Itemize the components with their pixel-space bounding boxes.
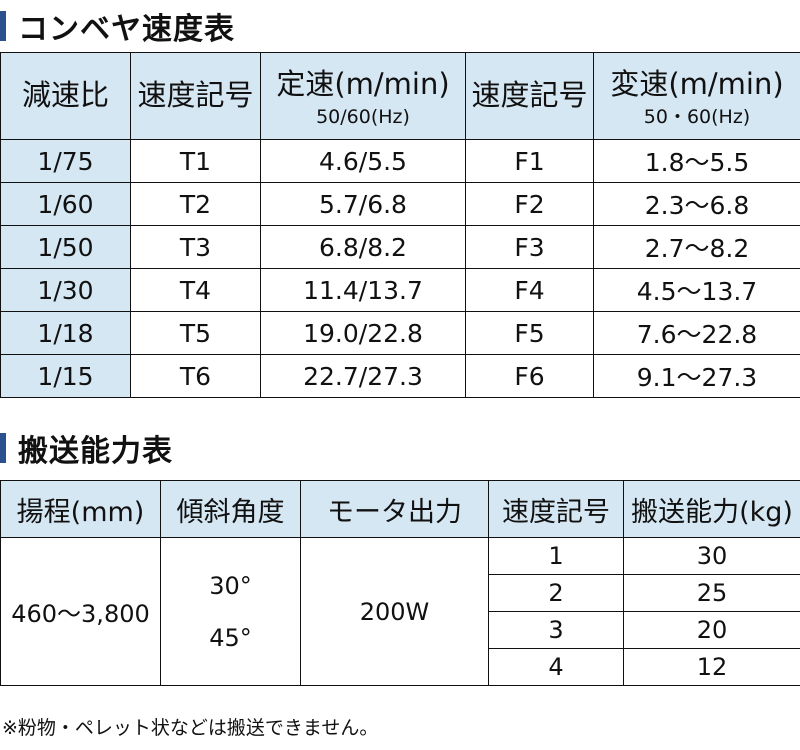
speed-table-title-text: コンベヤ速度表 — [18, 12, 235, 47]
conveying-capacity-table: 揚程(mm) 傾斜角度 モータ出力 速度記号 搬送能力(kg) 460〜3,80… — [0, 480, 800, 686]
title-accent-bar — [0, 433, 6, 463]
header-reduction-ratio: 減速比 — [0, 52, 131, 140]
variable-speed-cell: 1.8〜5.5 — [593, 139, 800, 183]
speed-code-cell: 3 — [488, 611, 624, 649]
speed-code-cell: 4 — [488, 648, 624, 686]
table-row: 1/60 T2 5.7/6.8 F2 2.3〜6.8 — [0, 182, 800, 226]
ratio-cell: 1/30 — [0, 268, 131, 312]
angle-value: 30° — [209, 571, 252, 600]
variable-speed-cell: 4.5〜13.7 — [593, 268, 800, 312]
variable-code-cell: F4 — [465, 268, 594, 312]
variable-code-cell: F6 — [465, 354, 594, 398]
table-row: 4 12 — [1, 648, 800, 686]
header-fixed-speed-hz: 50/60(Hz) — [316, 105, 410, 128]
variable-code-cell: F3 — [465, 225, 594, 269]
speed-code-cell: 2 — [488, 574, 624, 612]
fixed-code-cell: T2 — [130, 182, 261, 226]
angle-value: 45° — [209, 623, 252, 652]
header-incline-angle: 傾斜角度 — [160, 480, 301, 538]
variable-speed-cell: 9.1〜27.3 — [593, 354, 800, 398]
capacity-cell: 30 — [623, 537, 800, 575]
ratio-cell: 1/60 — [0, 182, 131, 226]
title-accent-bar — [0, 11, 6, 41]
capacity-cell: 12 — [623, 648, 800, 686]
capacity-table-title-text: 搬送能力表 — [18, 434, 173, 469]
table-row: 1/15 T6 22.7/27.3 F6 9.1〜27.3 — [0, 354, 800, 398]
fixed-speed-cell: 22.7/27.3 — [260, 354, 466, 398]
fixed-speed-cell: 19.0/22.8 — [260, 311, 466, 355]
variable-code-cell: F2 — [465, 182, 594, 226]
ratio-cell: 1/50 — [0, 225, 131, 269]
variable-code-cell: F1 — [465, 139, 594, 183]
header-variable-speed-code: 速度記号 — [465, 52, 594, 140]
variable-speed-cell: 2.3〜6.8 — [593, 182, 800, 226]
fixed-speed-cell: 11.4/13.7 — [260, 268, 466, 312]
table-row: 1/50 T3 6.8/8.2 F3 2.7〜8.2 — [0, 225, 800, 269]
header-fixed-speed-label: 定速(m/min) — [276, 66, 450, 101]
header-motor-output: モータ出力 — [300, 480, 489, 538]
capacity-cell: 25 — [623, 574, 800, 612]
fixed-code-cell: T3 — [130, 225, 261, 269]
conveyor-speed-table: 減速比 速度記号 定速(m/min) 50/60(Hz) 速度記号 変速(m/m… — [0, 52, 800, 398]
header-variable-speed-hz: 50・60(Hz) — [643, 105, 751, 128]
incline-angle-cell: 30° 45° — [160, 537, 301, 686]
header-variable-speed: 変速(m/min) 50・60(Hz) — [593, 52, 800, 140]
capacity-table-header-row: 揚程(mm) 傾斜角度 モータ出力 速度記号 搬送能力(kg) — [0, 480, 800, 538]
ratio-cell: 1/75 — [0, 139, 131, 183]
variable-code-cell: F5 — [465, 311, 594, 355]
table-row: 1/18 T5 19.0/22.8 F5 7.6〜22.8 — [0, 311, 800, 355]
variable-speed-cell: 7.6〜22.8 — [593, 311, 800, 355]
table-row: 1/75 T1 4.6/5.5 F1 1.8〜5.5 — [0, 139, 800, 183]
header-speed-code: 速度記号 — [488, 480, 624, 538]
lift-cell: 460〜3,800 — [0, 537, 161, 686]
fixed-speed-cell: 4.6/5.5 — [260, 139, 466, 183]
header-capacity: 搬送能力(kg) — [623, 480, 800, 538]
motor-output-cell: 200W — [300, 537, 489, 686]
fixed-speed-cell: 5.7/6.8 — [260, 182, 466, 226]
speed-table-title: コンベヤ速度表 — [0, 6, 235, 47]
table-row: 2 25 — [1, 574, 800, 612]
fixed-speed-cell: 6.8/8.2 — [260, 225, 466, 269]
ratio-cell: 1/18 — [0, 311, 131, 355]
footnote: ※粉物・ペレット状などは搬送できません。 — [2, 717, 379, 739]
ratio-cell: 1/15 — [0, 354, 131, 398]
header-fixed-speed-code: 速度記号 — [130, 52, 261, 140]
variable-speed-cell: 2.7〜8.2 — [593, 225, 800, 269]
table-row: 460〜3,800 30° 45° 200W 1 30 — [0, 537, 800, 686]
header-fixed-speed: 定速(m/min) 50/60(Hz) — [260, 52, 466, 140]
speed-code-cell: 1 — [488, 537, 624, 575]
table-row: 1/30 T4 11.4/13.7 F4 4.5〜13.7 — [0, 268, 800, 312]
header-variable-speed-label: 変速(m/min) — [610, 66, 784, 101]
fixed-code-cell: T4 — [130, 268, 261, 312]
capacity-table-title: 搬送能力表 — [0, 428, 173, 469]
header-lift: 揚程(mm) — [0, 480, 161, 538]
fixed-code-cell: T6 — [130, 354, 261, 398]
capacity-cell: 20 — [623, 611, 800, 649]
table-row: 3 20 — [1, 611, 800, 649]
fixed-code-cell: T5 — [130, 311, 261, 355]
fixed-code-cell: T1 — [130, 139, 261, 183]
speed-table-header-row: 減速比 速度記号 定速(m/min) 50/60(Hz) 速度記号 変速(m/m… — [0, 52, 800, 140]
